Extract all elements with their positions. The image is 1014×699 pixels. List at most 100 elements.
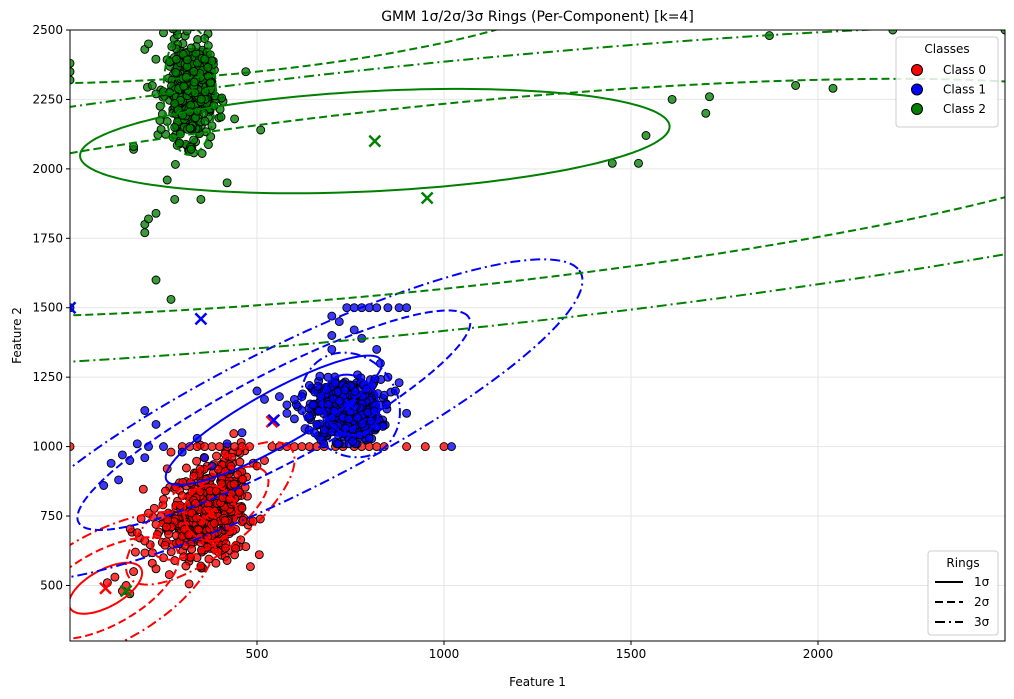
legend-rings: Rings 1σ 2σ 3σ — [927, 550, 999, 636]
x-axis-ticks: 500 1000 1500 2000 — [246, 641, 833, 661]
ring-1sigma-class-1 — [164, 354, 383, 486]
y-tick-label: 1000 — [32, 440, 63, 454]
data-point-class-2 — [197, 149, 207, 158]
data-point-class-0 — [235, 457, 245, 467]
data-point-class-2 — [144, 39, 153, 49]
data-point-class-0 — [110, 572, 120, 582]
data-point-class-2 — [70, 58, 75, 68]
data-point-class-2 — [171, 67, 181, 77]
data-point-class-1 — [364, 433, 374, 443]
data-point-class-0 — [229, 429, 239, 439]
data-point-class-2 — [181, 19, 189, 27]
data-point-class-1 — [447, 442, 456, 452]
legend-classes: Classes Class 0 Class 1 Class 2 — [895, 36, 999, 128]
data-point-class-1 — [394, 303, 404, 313]
data-point-class-2 — [182, 55, 192, 65]
data-point-class-0 — [166, 447, 176, 457]
data-point-class-0 — [125, 524, 135, 534]
legend-class-label: Class 1 — [943, 83, 986, 97]
data-point-class-2 — [207, 121, 217, 131]
data-point-class-2 — [200, 54, 210, 64]
data-point-class-2 — [216, 112, 226, 122]
data-point-class-2 — [701, 108, 711, 118]
data-point-class-1 — [289, 394, 299, 404]
ring-2sigma-class-0 — [70, 536, 180, 640]
data-point-class-2 — [159, 30, 168, 38]
data-point-class-1 — [349, 303, 359, 313]
y-axis-ticks: 500 750 1000 1250 1500 1750 2000 2250 2500 — [32, 23, 70, 592]
data-point-class-1 — [260, 394, 269, 404]
data-point-class-2 — [140, 228, 150, 238]
data-point-class-2 — [203, 62, 213, 72]
component-means — [70, 134, 434, 598]
data-point-class-0 — [372, 442, 382, 452]
data-point-class-2 — [217, 93, 227, 103]
data-point-class-1 — [222, 439, 232, 449]
data-point-class-0 — [161, 486, 170, 496]
data-point-class-0 — [192, 456, 202, 466]
data-point-class-1 — [353, 413, 362, 423]
data-point-class-0 — [212, 451, 221, 461]
y-tick-label: 500 — [40, 578, 63, 592]
data-point-class-0 — [140, 548, 150, 558]
legend-ring-label: 2σ — [974, 595, 990, 609]
data-point-class-0 — [181, 561, 191, 571]
ring-1sigma-class-0 — [183, 484, 238, 542]
data-point-class-1 — [99, 481, 109, 490]
data-point-class-0 — [187, 544, 197, 554]
y-tick-label: 2250 — [32, 92, 63, 106]
data-point-class-1 — [132, 439, 142, 449]
data-point-class-0 — [151, 564, 161, 574]
data-point-class-1 — [342, 303, 352, 313]
data-point-class-2 — [70, 75, 75, 85]
data-point-class-2 — [182, 30, 192, 36]
component-mean-marker — [194, 312, 208, 326]
data-point-class-0 — [267, 442, 277, 452]
y-tick-label: 2000 — [32, 162, 63, 176]
x-axis-label: Feature 1 — [509, 675, 566, 689]
data-point-class-2 — [206, 132, 216, 142]
ring-2sigma-class-1 — [300, 351, 401, 459]
data-point-class-1 — [372, 303, 382, 313]
data-point-class-1 — [252, 386, 262, 396]
data-point-class-0 — [245, 562, 255, 572]
data-point-class-0 — [230, 442, 240, 452]
component-mean-marker — [70, 301, 77, 315]
data-point-class-2 — [186, 144, 196, 154]
plot-frame — [69, 29, 1006, 642]
data-point-class-0 — [254, 550, 264, 560]
y-tick-label: 1500 — [32, 301, 63, 315]
data-point-class-0 — [248, 516, 258, 526]
legend-rings-box — [927, 550, 999, 636]
legend-class-marker — [911, 103, 923, 115]
data-point-class-0 — [420, 442, 430, 452]
data-point-class-1 — [200, 453, 210, 463]
x-tick-label: 1500 — [616, 647, 647, 661]
data-point-class-2 — [170, 98, 180, 108]
data-point-class-1 — [394, 378, 404, 388]
gmm-rings — [70, 30, 1005, 641]
data-point-class-1 — [289, 414, 299, 424]
data-point-class-0 — [240, 482, 250, 492]
data-point-class-1 — [304, 411, 314, 421]
data-point-class-1 — [383, 303, 393, 313]
data-points — [70, 19, 1005, 599]
data-point-class-1 — [282, 408, 292, 418]
data-point-class-2 — [151, 275, 161, 285]
data-point-class-1 — [140, 453, 150, 463]
data-point-class-2 — [200, 87, 210, 97]
data-point-class-1 — [402, 408, 412, 418]
data-point-class-2 — [155, 101, 165, 111]
data-point-class-0 — [200, 442, 210, 452]
data-point-class-2 — [888, 30, 898, 35]
data-point-class-1 — [402, 303, 412, 313]
data-point-class-0 — [304, 442, 314, 452]
data-point-class-0 — [209, 518, 219, 528]
data-point-class-1 — [333, 439, 343, 449]
data-point-class-2 — [196, 94, 206, 104]
data-point-class-2 — [170, 122, 180, 132]
data-point-class-1 — [151, 419, 161, 429]
data-point-class-2 — [634, 158, 643, 168]
legend-classes-title: Classes — [924, 42, 969, 56]
